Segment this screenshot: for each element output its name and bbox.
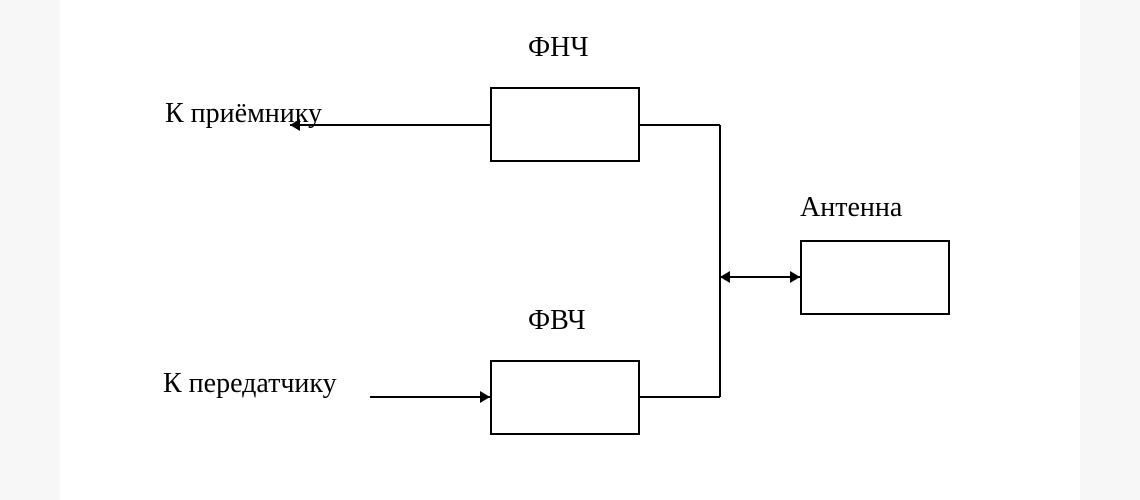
left-margin — [0, 0, 60, 500]
antenna-block — [800, 240, 950, 315]
lpf-block — [490, 87, 640, 162]
antenna-label: Антенна — [800, 192, 902, 224]
hpf-label: ФВЧ — [528, 305, 586, 337]
lpf-label: ФНЧ — [528, 32, 589, 64]
to-transmitter-label: К передатчику — [163, 368, 337, 400]
to-receiver-label: К приёмнику — [165, 98, 322, 130]
hpf-block — [490, 360, 640, 435]
diagram-canvas: ФНЧ ФВЧ Антенна К приёмнику К передатчик… — [0, 0, 1140, 500]
right-margin — [1080, 0, 1140, 500]
